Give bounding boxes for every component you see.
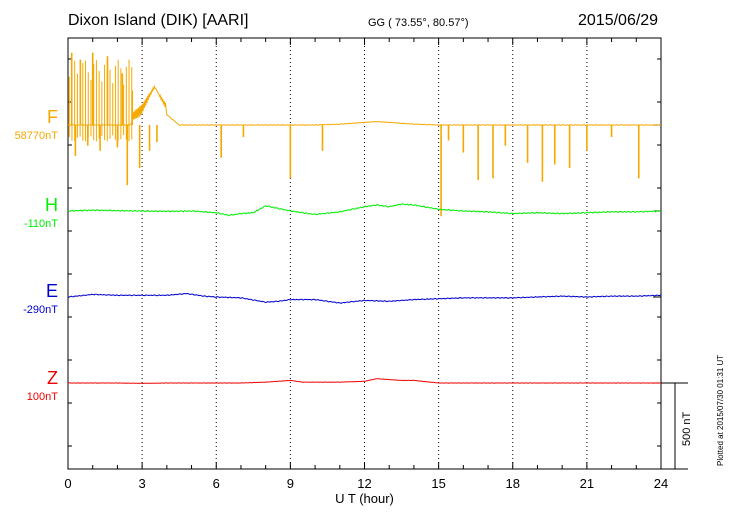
channel-baseline: 100nT: [26, 391, 58, 403]
station-coordinates: GG ( 73.55°, 80.57°): [368, 17, 469, 29]
trace-e: [67, 292, 661, 304]
channel-baseline: -290nT: [23, 304, 58, 316]
plotted-at-note: Plotted at 2015/07/30 01:31 UT: [716, 354, 725, 466]
x-axis-label: U T (hour): [335, 491, 394, 506]
channel-name: E: [45, 281, 58, 301]
x-tick-label: 15: [431, 476, 445, 491]
x-tick-label: 24: [654, 476, 668, 491]
channel-label-e: E -290nT: [0, 282, 58, 317]
trace-z: [67, 378, 661, 385]
channel-name: F: [47, 107, 58, 127]
x-tick-label: 0: [64, 476, 71, 491]
channel-baseline: -110nT: [23, 218, 58, 230]
channel-baseline: 58770nT: [14, 130, 58, 142]
channel-name: Z: [47, 368, 58, 388]
channel-label-f: F 58770nT: [0, 108, 58, 143]
x-tick-label: 9: [287, 476, 294, 491]
channel-name: H: [45, 195, 58, 215]
x-tick-label: 21: [580, 476, 594, 491]
x-tick-label: 3: [139, 476, 146, 491]
trace-h: [68, 202, 662, 217]
channel-label-h: H -110nT: [0, 196, 58, 231]
plot-date: 2015/06/29: [578, 12, 659, 29]
x-tick-label: 18: [506, 476, 520, 491]
trace-f: [67, 84, 662, 126]
x-tick-label: 6: [213, 476, 220, 491]
station-title: Dixon Island (DIK) [AARI]: [68, 12, 249, 29]
channel-label-z: Z 100nT: [0, 369, 58, 404]
x-tick-label: 12: [357, 476, 371, 491]
scale-bar-label: 500 nT: [681, 411, 693, 446]
